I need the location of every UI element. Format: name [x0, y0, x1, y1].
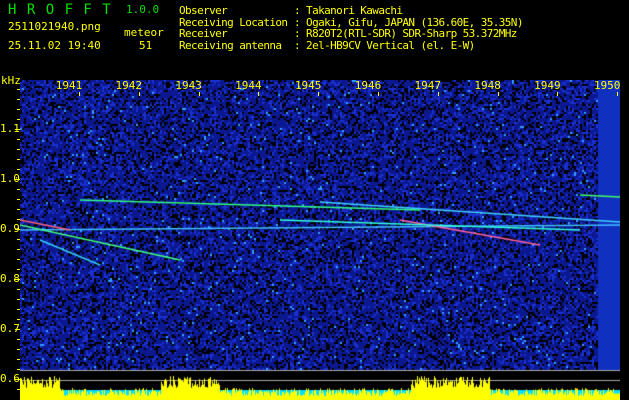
x-tick — [79, 92, 80, 96]
y-tick — [15, 129, 20, 130]
y-tick — [17, 139, 20, 140]
x-tick-label: 1949 — [534, 79, 561, 92]
y-tick — [15, 179, 20, 180]
y-tick-label: 1.1 — [0, 122, 20, 135]
y-tick — [17, 159, 20, 160]
x-tick — [437, 92, 439, 96]
y-tick — [17, 339, 20, 340]
x-tick-label: 1945 — [294, 79, 322, 92]
y-tick — [17, 189, 20, 190]
y-tick — [17, 89, 20, 90]
x-tick-label: 1941 — [55, 79, 83, 92]
x-tick — [557, 92, 559, 96]
y-tick — [17, 209, 20, 210]
y-tick — [15, 229, 20, 230]
y-tick — [17, 199, 20, 200]
y-tick — [17, 289, 20, 290]
x-tick-label: 1947 — [414, 79, 442, 92]
y-tick — [15, 279, 20, 280]
info-label: Receiver — [179, 27, 228, 40]
y-tick — [15, 329, 20, 330]
x-tick-label: 1942 — [115, 79, 143, 92]
y-tick — [17, 109, 20, 110]
meteor-label: meteor — [124, 26, 164, 39]
y-tick-label: 0.6 — [0, 372, 20, 385]
app-logo: H R O F F T — [8, 2, 112, 18]
y-tick — [17, 319, 20, 320]
y-tick — [17, 239, 20, 240]
y-tick-label: 0.7 — [0, 322, 20, 335]
y-tick — [17, 309, 20, 310]
x-tick — [258, 92, 260, 96]
y-tick — [17, 249, 20, 250]
info-label: Receiving Location — [179, 15, 288, 29]
y-tick — [17, 119, 20, 120]
x-tick — [378, 92, 379, 96]
y-tick — [17, 349, 20, 350]
x-tick — [617, 92, 619, 96]
unit-label: kHz — [1, 74, 21, 87]
x-tick-label: 1948 — [474, 79, 501, 92]
y-tick — [17, 389, 20, 390]
y-tick — [15, 379, 20, 380]
y-tick — [17, 269, 20, 270]
y-tick — [17, 219, 20, 220]
x-tick-label: 1946 — [354, 79, 382, 92]
x-tick-label: 1950 — [593, 79, 621, 92]
x-tick — [318, 92, 320, 96]
info-value: : 2el-HB9CV Vertical (el. E-W) — [294, 38, 475, 52]
y-tick — [17, 99, 20, 100]
info-label: Observer — [179, 4, 228, 17]
y-tick-label: 1.0 — [0, 172, 20, 185]
x-tick — [497, 92, 499, 96]
info-value: : Takanori Kawachi — [294, 4, 403, 17]
x-tick — [138, 92, 140, 96]
y-tick — [17, 299, 20, 300]
y-tick — [17, 369, 20, 370]
y-tick — [17, 259, 20, 260]
spectrogram — [20, 80, 620, 400]
y-tick — [17, 169, 20, 170]
y-tick — [17, 359, 20, 360]
info-value: : Ogaki, Gifu, JAPAN (136.60E, 35.35N) — [294, 15, 523, 29]
app-version: 1.0.0 — [126, 3, 160, 16]
info-label: Receiving antenna — [179, 38, 282, 52]
x-tick-label: 1943 — [175, 79, 202, 92]
x-tick-label: 1944 — [235, 79, 262, 92]
y-tick-label: 0.9 — [0, 222, 20, 235]
x-tick — [198, 92, 200, 96]
y-tick-label: 0.8 — [0, 272, 20, 285]
info-value: : R820T2(RTL-SDR) SDR-Sharp 53.372MHz — [294, 27, 517, 40]
meteor-count: 51 — [139, 39, 153, 52]
y-tick — [17, 149, 20, 150]
file-datetime: 25.11.02 19:40 — [8, 39, 101, 52]
file-name: 2511021940.png — [8, 20, 101, 33]
